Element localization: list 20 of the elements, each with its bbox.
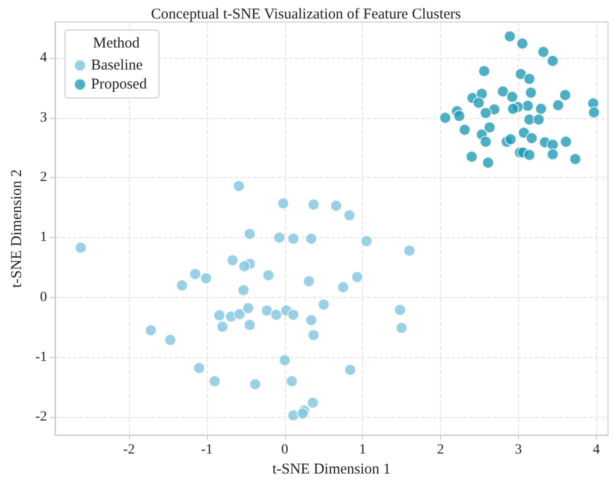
x-axis-title: t-SNE Dimension 1 bbox=[272, 462, 391, 478]
y-tick-label: 4 bbox=[40, 50, 47, 66]
legend-label: Proposed bbox=[91, 76, 148, 92]
x-tick-label: 0 bbox=[281, 442, 288, 458]
x-tick-label: 4 bbox=[592, 442, 600, 458]
legend-label: Baseline bbox=[91, 58, 143, 74]
x-tick-label: 2 bbox=[437, 442, 444, 458]
y-tick-label: 3 bbox=[40, 110, 47, 126]
y-axis-title: t-SNE Dimension 2 bbox=[8, 169, 25, 288]
x-tick-label: 3 bbox=[514, 442, 522, 458]
y-tick-label: -2 bbox=[35, 410, 47, 425]
x-tick-label: 1 bbox=[359, 442, 366, 458]
chart-title: Conceptual t-SNE Visualization of Feature Clusters bbox=[150, 6, 462, 22]
y-tick-label: 2 bbox=[40, 170, 47, 186]
y-tick-label: 1 bbox=[40, 230, 47, 246]
x-tick-label: -1 bbox=[201, 442, 213, 458]
y-tick-label: -1 bbox=[35, 350, 47, 365]
x-tick-label: -2 bbox=[123, 442, 135, 458]
y-tick-label: 0 bbox=[40, 290, 47, 305]
legend-title: Method bbox=[93, 36, 140, 52]
